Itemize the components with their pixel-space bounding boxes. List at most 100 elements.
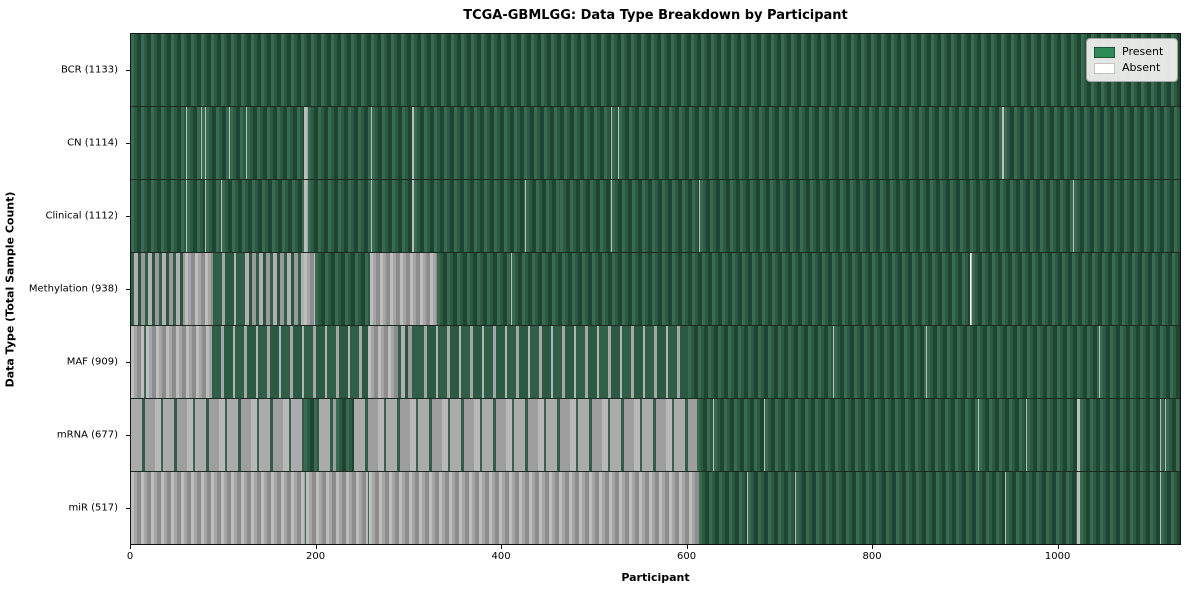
xtick-label-0: 0 [126, 551, 134, 562]
segment-absent [833, 326, 835, 398]
segment-present [747, 472, 796, 544]
xtick-mark [501, 545, 503, 549]
segment-absent [970, 253, 973, 325]
xtick-label-200: 200 [305, 551, 326, 562]
segment-absent [131, 326, 144, 398]
segment-present [796, 472, 1005, 544]
segment-absent [925, 326, 927, 398]
segment-absent [131, 472, 306, 544]
segment-absent [185, 180, 187, 252]
segment-present [368, 472, 370, 544]
segment-present [131, 107, 186, 179]
segment-absent [205, 180, 207, 252]
segment-present [618, 107, 1003, 179]
segment-absent [610, 107, 612, 179]
segment-absent [1004, 472, 1006, 544]
segment-mixed [242, 253, 305, 325]
segment-absent [412, 107, 414, 179]
heatmap-row-cn [131, 106, 1180, 179]
segment-mixed [131, 253, 185, 325]
ytick-label-methylation: Methylation (938) [28, 283, 118, 295]
segment-present [206, 180, 221, 252]
ytick-mark [126, 435, 130, 437]
xtick-label-800: 800 [862, 551, 882, 562]
segment-present [696, 399, 713, 471]
segment-mixed_present [414, 326, 688, 398]
ytick-label-mrna: mRNA (677) [56, 429, 118, 441]
xtick-mark [315, 545, 317, 549]
segment-present [687, 326, 834, 398]
segment-absent [184, 253, 213, 325]
segment-present [526, 180, 560, 252]
segment-present [560, 180, 611, 252]
segment-absent [1099, 326, 1101, 398]
heatmap-row-maf [131, 325, 1180, 398]
segment-present [186, 180, 206, 252]
segment-mixed [398, 326, 415, 398]
legend: Present Absent [1086, 38, 1178, 82]
segment-absent [712, 399, 714, 471]
ytick-mark [126, 289, 130, 290]
segment-absent [977, 399, 979, 471]
heatmap-row-mrna [131, 398, 1180, 471]
segment-absent [220, 180, 222, 252]
segment-present [413, 180, 526, 252]
segment-present [1079, 472, 1160, 544]
segment-absent [371, 107, 373, 179]
segment-present [308, 107, 372, 179]
segment-present [1003, 107, 1180, 179]
segment-present [336, 399, 354, 471]
xtick-label-400: 400 [491, 551, 511, 562]
segment-mixed_absent [319, 399, 336, 471]
segment-present [202, 107, 206, 179]
segment-present [1074, 180, 1180, 252]
segment-present [611, 107, 618, 179]
segment-absent [246, 107, 248, 179]
segment-absent [306, 472, 369, 544]
segment-present [699, 180, 1074, 252]
segment-present [611, 180, 699, 252]
segment-mixed_present [211, 326, 368, 398]
ytick-mark [126, 362, 130, 364]
segment-absent [371, 180, 373, 252]
segment-present [314, 253, 371, 325]
segment-mixed_present [212, 253, 243, 325]
heatmap-row-bcr [131, 34, 1180, 106]
segment-present [1027, 399, 1078, 471]
ytick-mark [126, 69, 130, 71]
segment-absent [525, 180, 527, 252]
heatmap-row-mir [131, 471, 1180, 544]
segment-present [713, 399, 764, 471]
segment-absent [1077, 472, 1080, 544]
absent-swatch-icon [1094, 62, 1115, 74]
xtick-label-1000: 1000 [1044, 551, 1071, 562]
legend-present-label: Present [1122, 45, 1164, 58]
segment-absent [412, 180, 414, 252]
heatmap-row-methylation [131, 252, 1180, 325]
segment-present [1160, 399, 1166, 471]
segment-present [230, 107, 247, 179]
segment-absent [1165, 399, 1167, 471]
segment-present [978, 399, 1027, 471]
segment-present [304, 399, 320, 471]
present-swatch-icon [1094, 46, 1115, 58]
segment-absent [746, 472, 748, 544]
segment-present [972, 253, 1180, 325]
segment-present [221, 180, 305, 252]
segment-present [1005, 472, 1078, 544]
segment-present [512, 253, 971, 325]
segment-absent [610, 180, 612, 252]
heatmap-row-clinical [131, 179, 1180, 252]
segment-absent [1002, 107, 1004, 179]
ytick-mark [126, 215, 130, 217]
segment-present [1100, 326, 1180, 398]
segment-absent [1077, 399, 1080, 471]
segment-present [698, 472, 747, 544]
segment-absent [185, 107, 187, 179]
segment-present [246, 107, 305, 179]
xtick-label-600: 600 [677, 551, 697, 562]
segment-present [1079, 399, 1160, 471]
segment-present [186, 107, 202, 179]
segment-present [437, 253, 512, 325]
